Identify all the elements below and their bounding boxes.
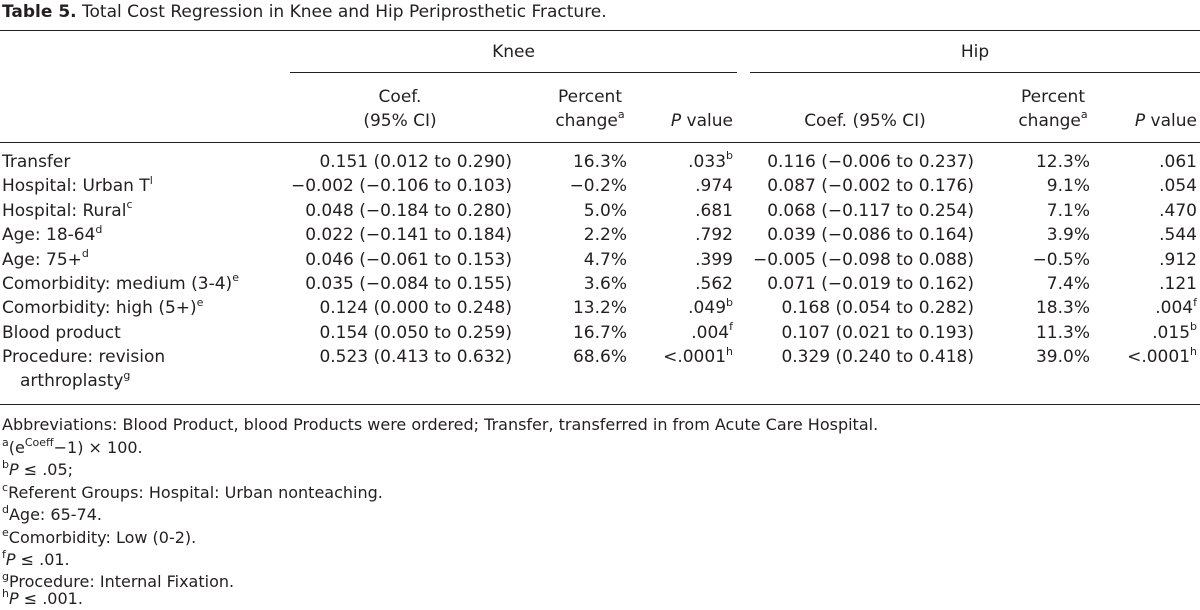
knee-pct-cell: −0.2%	[569, 176, 627, 197]
hip-p-cell: .015b	[1152, 320, 1197, 343]
knee-pct-cell: 5.0%	[583, 200, 627, 221]
hip-pct-cell: 39.0%	[1035, 347, 1090, 368]
hip-coef-cell: 0.071 (−0.019 to 0.162)	[767, 274, 974, 294]
row-label: Age: 75+d	[2, 246, 89, 270]
hip-pct-cell: 7.4%	[1046, 274, 1090, 294]
row-label: Procedure: revision arthroplastyg	[2, 345, 287, 393]
knee-pct-header-line1: Percent	[558, 87, 622, 107]
footnote-f: fP ≤ .01.	[2, 547, 70, 569]
knee-coef-cell: 0.154 (0.050 to 0.259)	[319, 322, 512, 343]
knee-p-cell: .681	[695, 200, 733, 221]
row-label: Comorbidity: medium (3-4)e	[2, 271, 239, 294]
hip-coef-cell: 0.087 (−0.002 to 0.176)	[767, 176, 974, 197]
hip-coef-cell: 0.168 (0.054 to 0.282)	[781, 298, 974, 319]
knee-pct-cell: 3.6%	[583, 274, 627, 294]
hip-coef-cell: 0.068 (−0.117 to 0.254)	[767, 200, 974, 221]
knee-group-rule	[290, 72, 737, 73]
table-title: Total Cost Regression in Knee and Hip Pe…	[76, 2, 607, 22]
hip-group-rule	[750, 72, 1200, 73]
row-label: Comorbidity: high (5+)e	[2, 295, 204, 319]
hip-pct-cell: 18.3%	[1035, 298, 1090, 319]
footnote-h: hP ≤ .001.	[2, 586, 83, 608]
hip-p-cell: .004f	[1155, 295, 1197, 319]
knee-pct-cell: 4.7%	[583, 249, 627, 270]
hip-p-cell: .061	[1159, 152, 1197, 172]
hip-coef-cell: 0.116 (−0.006 to 0.237)	[767, 152, 974, 172]
hip-coef-cell: −0.005 (−0.098 to 0.088)	[752, 249, 974, 270]
row-label: Hospital: Urban Tl	[2, 173, 153, 197]
knee-p-cell: .562	[695, 274, 733, 294]
knee-pct-header-line2: changea	[555, 108, 625, 131]
knee-pct-cell: 2.2%	[583, 225, 627, 246]
knee-coef-cell: 0.523 (0.413 to 0.632)	[319, 347, 512, 368]
hip-p-cell: <.0001h	[1127, 344, 1197, 368]
footnote-e: eComorbidity: Low (0-2).	[2, 525, 197, 547]
footnote-b: bP ≤ .05;	[2, 457, 74, 479]
footnote-d: dAge: 65-74.	[2, 502, 102, 524]
top-rule	[0, 30, 1200, 31]
knee-coef-header-line2: (95% CI)	[363, 111, 437, 131]
knee-p-header: P value	[670, 111, 733, 131]
footnote-g: gProcedure: Internal Fixation.	[2, 569, 235, 591]
hip-p-cell: .544	[1159, 225, 1197, 246]
knee-coef-header-line1: Coef.	[378, 87, 422, 107]
row-label: Age: 18-64d	[2, 222, 103, 246]
row-label: Hospital: Ruralc	[2, 198, 133, 221]
footnote-abbreviations: Abbreviations: Blood Product, blood Prod…	[2, 415, 879, 434]
group-header-knee: Knee	[492, 42, 535, 62]
knee-p-cell: <.0001h	[663, 344, 733, 368]
knee-pct-cell: 16.7%	[572, 322, 627, 343]
hip-pct-cell: −0.5%	[1032, 249, 1090, 270]
knee-p-cell: .049b	[688, 295, 733, 319]
hip-pct-cell: 7.1%	[1046, 200, 1090, 221]
hip-pct-cell: 12.3%	[1035, 152, 1090, 172]
hip-p-cell: .470	[1159, 200, 1197, 221]
footnote-c: cReferent Groups: Hospital: Urban nontea…	[2, 480, 383, 502]
hip-pct-header-line2: changea	[1018, 108, 1088, 131]
bottom-rule	[0, 404, 1200, 405]
hip-pct-cell: 3.9%	[1046, 225, 1090, 246]
row-label: Transfer	[2, 152, 71, 172]
footnote-a: a(eCoeff−1) × 100.	[2, 435, 143, 457]
row-label-continuation: arthroplastyg	[20, 368, 131, 392]
knee-p-cell: .004f	[691, 320, 733, 343]
hip-p-cell: .121	[1159, 274, 1197, 294]
knee-pct-header: Percent changea	[545, 85, 635, 133]
knee-p-cell: .033b	[688, 149, 733, 172]
knee-pct-cell: 16.3%	[572, 152, 627, 172]
header-rule	[0, 142, 1200, 143]
hip-pct-header: Percent changea	[1008, 85, 1098, 133]
table-label: Table 5.	[2, 2, 77, 22]
group-header-hip: Hip	[960, 42, 990, 62]
hip-coef-cell: 0.039 (−0.086 to 0.164)	[767, 225, 974, 246]
hip-p-cell: .054	[1159, 176, 1197, 197]
table-caption: Table 5. Total Cost Regression in Knee a…	[2, 2, 607, 22]
hip-coef-cell: 0.107 (0.021 to 0.193)	[781, 322, 974, 343]
knee-p-cell: .974	[695, 176, 733, 197]
hip-pct-cell: 11.3%	[1035, 322, 1090, 343]
knee-coef-header: Coef. (95% CI)	[330, 85, 470, 133]
hip-p-cell: .912	[1159, 249, 1197, 270]
knee-pct-cell: 68.6%	[572, 347, 627, 368]
hip-p-header: P value	[1134, 111, 1197, 131]
knee-pct-cell: 13.2%	[572, 298, 627, 319]
knee-coef-cell: 0.022 (−0.141 to 0.184)	[305, 225, 512, 246]
hip-coef-header: Coef. (95% CI)	[804, 111, 926, 131]
knee-coef-cell: 0.035 (−0.084 to 0.155)	[305, 274, 512, 294]
knee-coef-cell: 0.046 (−0.061 to 0.153)	[305, 249, 512, 270]
hip-coef-cell: 0.329 (0.240 to 0.418)	[781, 347, 974, 368]
knee-coef-cell: −0.002 (−0.106 to 0.103)	[290, 176, 512, 197]
hip-pct-header-line1: Percent	[1021, 87, 1085, 107]
row-label: Blood product	[2, 322, 121, 343]
knee-coef-cell: 0.151 (0.012 to 0.290)	[319, 152, 512, 172]
knee-p-cell: .792	[695, 225, 733, 246]
knee-coef-cell: 0.048 (−0.184 to 0.280)	[305, 200, 512, 221]
hip-pct-cell: 9.1%	[1046, 176, 1090, 197]
knee-coef-cell: 0.124 (0.000 to 0.248)	[319, 298, 512, 319]
knee-p-cell: .399	[695, 249, 733, 270]
